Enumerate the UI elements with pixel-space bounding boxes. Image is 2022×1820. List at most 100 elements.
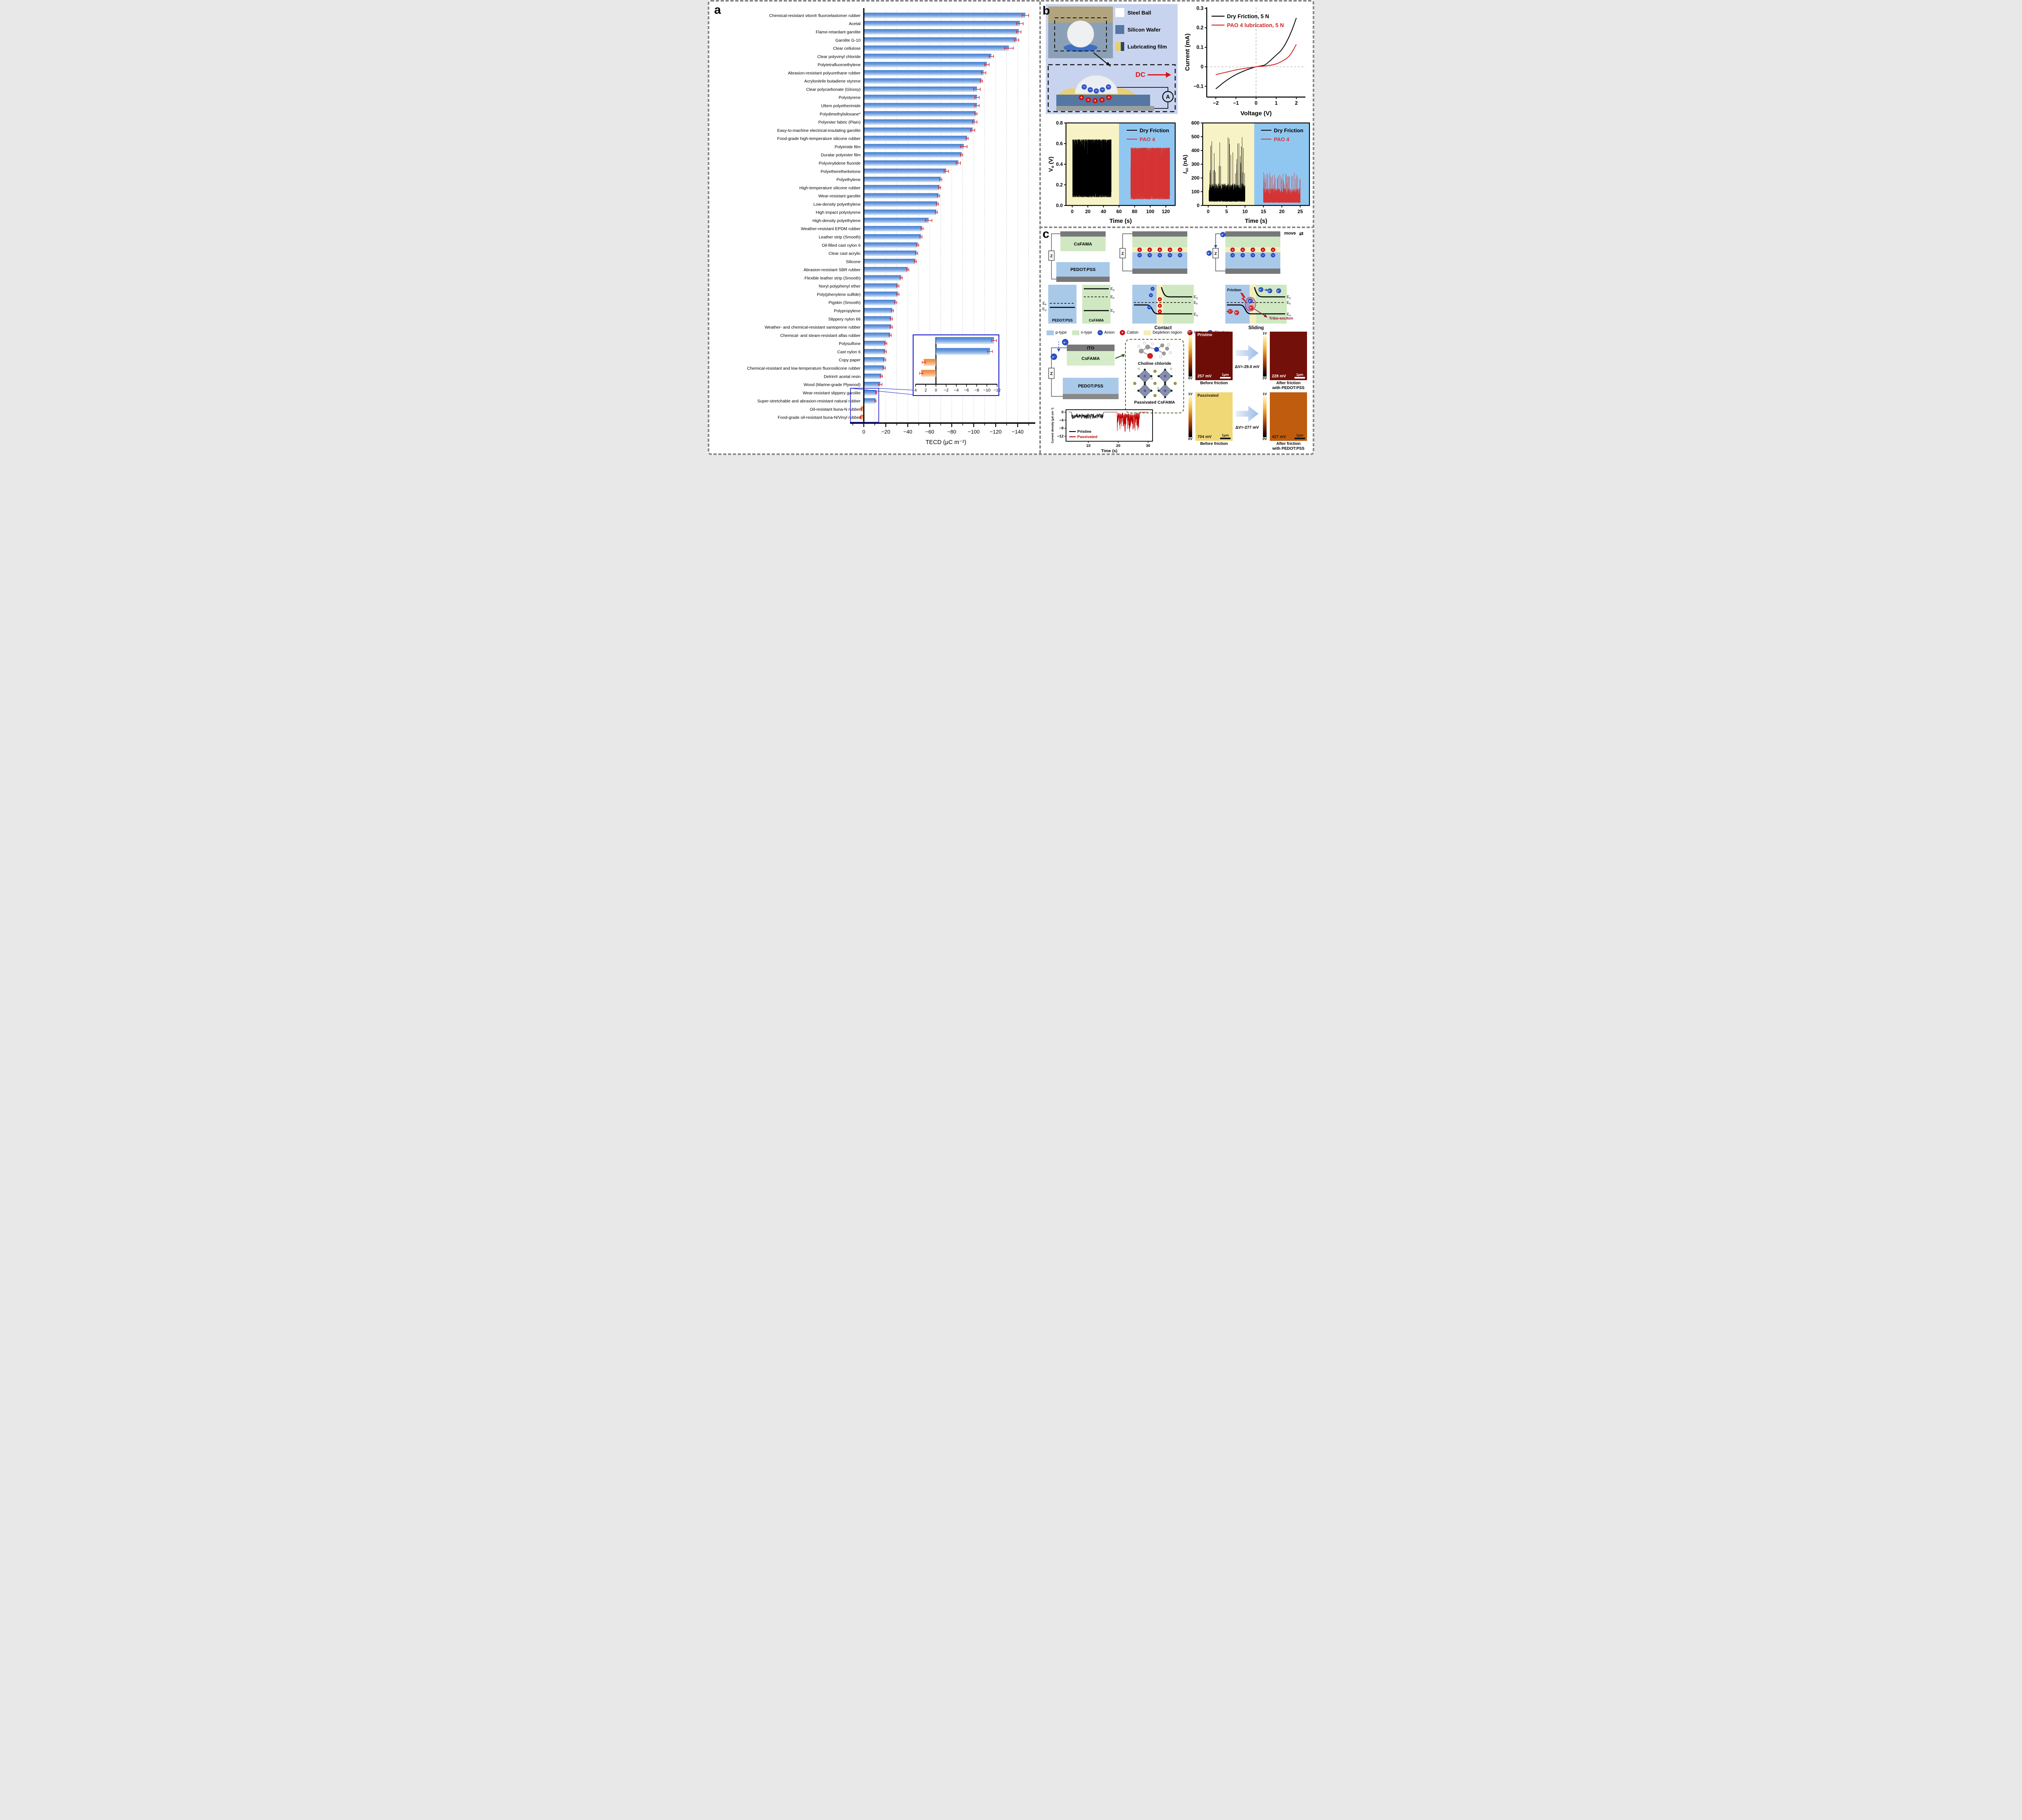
svg-text:EF: EF	[1287, 301, 1291, 306]
bar	[861, 406, 864, 412]
svg-text:400: 400	[1191, 148, 1199, 153]
svg-text:+: +	[1179, 248, 1181, 252]
bar	[861, 415, 864, 420]
bar	[864, 119, 975, 125]
svg-text:−12: −12	[1057, 434, 1064, 439]
scalebar: 1μm	[1220, 372, 1231, 379]
svg-text:0.8: 0.8	[1056, 120, 1063, 126]
bar	[864, 341, 886, 347]
svg-text:TECD (μC m⁻²): TECD (μC m⁻²)	[926, 439, 967, 446]
bar	[864, 226, 922, 232]
svg-text:CsFAMA: CsFAMA	[1081, 356, 1100, 361]
svg-text:0.4: 0.4	[1056, 161, 1063, 167]
svg-text:−: −	[1152, 287, 1154, 291]
svg-text:e⁻: e⁻	[1259, 289, 1263, 292]
svg-text:+: +	[1169, 248, 1171, 252]
svg-text:0: 0	[1207, 209, 1210, 214]
arrow-right-icon	[1236, 406, 1258, 422]
svg-text:−: −	[1095, 89, 1098, 93]
svg-text:−: −	[1149, 254, 1151, 257]
svg-text:PAO 4: PAO 4	[1140, 136, 1155, 142]
svg-text:−: −	[1272, 254, 1274, 257]
svg-text:−1: −1	[1233, 100, 1239, 106]
kpfm-row-passivated: 1V 0V Passivated 704 mV 1μm ΔV=-277 mV 1V…	[1187, 392, 1313, 441]
colorbar-gradient	[1189, 396, 1192, 437]
svg-text:0: 0	[935, 388, 937, 393]
svg-text:0: 0	[1062, 410, 1064, 415]
svg-text:Polystyrene: Polystyrene	[839, 96, 861, 100]
bar	[864, 70, 984, 76]
bar	[864, 308, 893, 313]
svg-text:+: +	[1149, 248, 1151, 252]
svg-text:e⁻: e⁻	[1249, 300, 1252, 303]
svg-text:e⁻: e⁻	[1052, 355, 1055, 359]
svg-text:Oil-resistant buna-N rubber: Oil-resistant buna-N rubber	[810, 407, 861, 412]
svg-text:0: 0	[1071, 209, 1074, 214]
svg-text:EC: EC	[1110, 287, 1115, 292]
svg-text:−: −	[1179, 254, 1181, 257]
legend-item-n-type: n-type	[1072, 330, 1092, 335]
svg-text:0.2: 0.2	[1197, 25, 1203, 31]
kpfm-image-after: 228 mV 1μm	[1270, 332, 1307, 380]
svg-text:Polyester fabric (Plain): Polyester fabric (Plain)	[818, 121, 861, 125]
bar	[864, 127, 973, 133]
bar	[864, 210, 937, 215]
svg-text:−: −	[1148, 306, 1151, 309]
svg-text:200: 200	[1191, 175, 1199, 181]
svg-text:EV: EV	[1043, 307, 1047, 312]
svg-text:20: 20	[1279, 209, 1285, 214]
svg-text:+: +	[1159, 304, 1161, 308]
legend-item-silicon-wafer: Silicon Wafer	[1115, 25, 1177, 34]
depletion-swatch	[1144, 330, 1151, 335]
bar	[864, 373, 882, 379]
bar	[864, 275, 901, 281]
bar	[864, 177, 941, 182]
svg-text:+: +	[1232, 248, 1234, 252]
svg-text:−140: −140	[1012, 429, 1024, 435]
legend-label: Steel Ball	[1127, 9, 1151, 16]
svg-text:1: 1	[1275, 100, 1277, 106]
svg-text:300: 300	[1191, 161, 1199, 167]
svg-text:Flexible leather strip (Smooth: Flexible leather strip (Smooth)	[804, 276, 861, 281]
panel-b-label: b	[1043, 4, 1050, 17]
svg-text:−: −	[1262, 254, 1264, 257]
bar	[864, 201, 938, 207]
svg-text:0.2: 0.2	[1056, 182, 1063, 188]
svg-text:Dry Friction: Dry Friction	[1140, 127, 1169, 133]
svg-text:+: +	[1252, 248, 1254, 252]
svg-text:⇄: ⇄	[1299, 231, 1304, 237]
svg-text:Weather- and chemical-resistan: Weather- and chemical-resistant santopre…	[765, 326, 861, 330]
svg-text:ITO: ITO	[1087, 346, 1095, 351]
bar	[864, 242, 918, 248]
svg-text:+: +	[1108, 96, 1110, 100]
svg-text:Dry Friction: Dry Friction	[1274, 127, 1303, 133]
svg-text:PEDOT:PSS: PEDOT:PSS	[1078, 384, 1103, 389]
lubricating-film-swatch	[1115, 42, 1124, 51]
svg-text:Passivated: Passivated	[1077, 435, 1098, 439]
scalebar: 1μm	[1294, 433, 1305, 439]
svg-text:EC: EC	[1194, 295, 1198, 300]
svg-text:Clear cast acrylic: Clear cast acrylic	[829, 252, 861, 256]
bar	[864, 283, 898, 289]
colorbar-gradient	[1189, 335, 1192, 377]
svg-text:−120: −120	[990, 429, 1002, 435]
p-type-swatch	[1047, 330, 1054, 335]
svg-text:Oil-filled cast nylon 6: Oil-filled cast nylon 6	[822, 243, 861, 248]
bar	[864, 62, 987, 68]
svg-text:move: move	[1284, 231, 1296, 236]
svg-text:Delrin® acetal resin: Delrin® acetal resin	[824, 375, 861, 379]
svg-text:A: A	[1166, 93, 1170, 100]
svg-text:0: 0	[1255, 100, 1258, 106]
svg-text:−: −	[1232, 254, 1234, 257]
svg-text:Tribo-exciton: Tribo-exciton	[1269, 316, 1293, 321]
scalebar: 1μm	[1220, 433, 1231, 439]
arrow-right-icon	[1236, 345, 1258, 361]
passivated-label: Passivated CsFAMA	[1134, 400, 1175, 405]
svg-text:Polyimide film: Polyimide film	[835, 145, 861, 149]
dv-arrow: ΔV=-277 mV	[1235, 392, 1260, 441]
svg-text:100: 100	[1191, 189, 1199, 195]
svg-text:2: 2	[924, 388, 927, 393]
svg-text:Polyetheretherketone: Polyetheretherketone	[821, 169, 861, 174]
svg-text:15: 15	[1261, 209, 1267, 214]
svg-text:High-density polyethylene: High-density polyethylene	[812, 219, 861, 223]
